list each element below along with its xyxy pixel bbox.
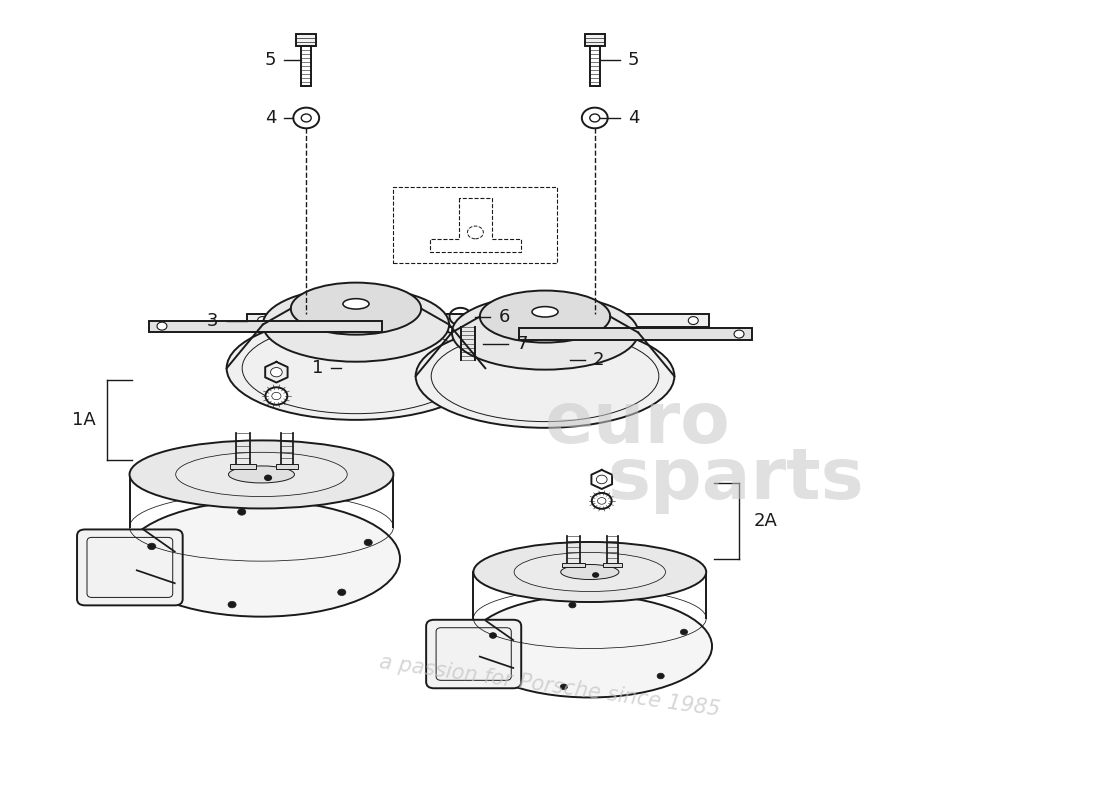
FancyBboxPatch shape	[77, 530, 183, 606]
FancyBboxPatch shape	[276, 464, 298, 469]
Ellipse shape	[227, 317, 485, 420]
Text: 6: 6	[498, 307, 509, 326]
Ellipse shape	[416, 325, 674, 428]
Circle shape	[157, 322, 167, 330]
Circle shape	[272, 392, 280, 400]
Ellipse shape	[263, 287, 449, 362]
FancyBboxPatch shape	[426, 620, 521, 688]
Circle shape	[590, 114, 600, 122]
Text: 1A: 1A	[72, 411, 96, 429]
FancyBboxPatch shape	[603, 563, 622, 567]
Text: 4: 4	[265, 109, 276, 127]
Circle shape	[147, 543, 156, 550]
Circle shape	[689, 317, 698, 325]
Text: 4: 4	[628, 109, 639, 127]
FancyBboxPatch shape	[455, 360, 482, 370]
Ellipse shape	[123, 501, 400, 617]
Ellipse shape	[452, 295, 638, 370]
Text: 7: 7	[516, 334, 528, 353]
Circle shape	[490, 633, 496, 638]
Circle shape	[560, 684, 568, 690]
Circle shape	[271, 367, 283, 377]
Text: 5: 5	[265, 51, 276, 69]
Circle shape	[468, 310, 472, 314]
Circle shape	[338, 589, 345, 595]
Text: 1: 1	[311, 359, 323, 378]
Circle shape	[569, 602, 576, 608]
Circle shape	[734, 330, 744, 338]
Ellipse shape	[514, 553, 666, 591]
FancyBboxPatch shape	[301, 46, 311, 86]
Circle shape	[265, 387, 287, 405]
FancyBboxPatch shape	[562, 563, 585, 567]
Circle shape	[596, 475, 607, 484]
Circle shape	[592, 493, 612, 509]
Ellipse shape	[468, 595, 712, 698]
Circle shape	[582, 108, 607, 128]
Text: euro: euro	[544, 390, 730, 458]
FancyBboxPatch shape	[590, 46, 600, 86]
Ellipse shape	[229, 466, 295, 483]
Circle shape	[264, 474, 272, 481]
Ellipse shape	[290, 282, 421, 334]
Circle shape	[364, 539, 372, 546]
FancyBboxPatch shape	[519, 329, 752, 340]
Ellipse shape	[176, 452, 348, 497]
Circle shape	[597, 498, 606, 504]
Text: sparts: sparts	[607, 445, 865, 514]
FancyBboxPatch shape	[246, 314, 710, 327]
Text: 2: 2	[593, 351, 604, 370]
Ellipse shape	[130, 441, 394, 509]
Ellipse shape	[480, 290, 611, 342]
Text: a passion for Porsche since 1985: a passion for Porsche since 1985	[378, 652, 722, 720]
Circle shape	[257, 317, 267, 325]
Circle shape	[238, 509, 245, 515]
Circle shape	[468, 317, 477, 325]
Text: 5: 5	[628, 51, 639, 69]
Ellipse shape	[532, 306, 558, 317]
Circle shape	[468, 319, 472, 322]
Ellipse shape	[561, 565, 619, 579]
Text: 2A: 2A	[754, 512, 778, 530]
FancyBboxPatch shape	[230, 464, 256, 469]
FancyBboxPatch shape	[296, 34, 316, 46]
Ellipse shape	[343, 298, 368, 309]
Circle shape	[681, 629, 688, 635]
Circle shape	[657, 673, 664, 679]
Circle shape	[592, 572, 600, 578]
Circle shape	[228, 602, 236, 608]
FancyBboxPatch shape	[148, 321, 382, 332]
Circle shape	[301, 114, 311, 122]
Text: 3: 3	[207, 311, 219, 330]
Ellipse shape	[473, 542, 706, 602]
FancyBboxPatch shape	[585, 34, 605, 46]
Circle shape	[294, 108, 319, 128]
